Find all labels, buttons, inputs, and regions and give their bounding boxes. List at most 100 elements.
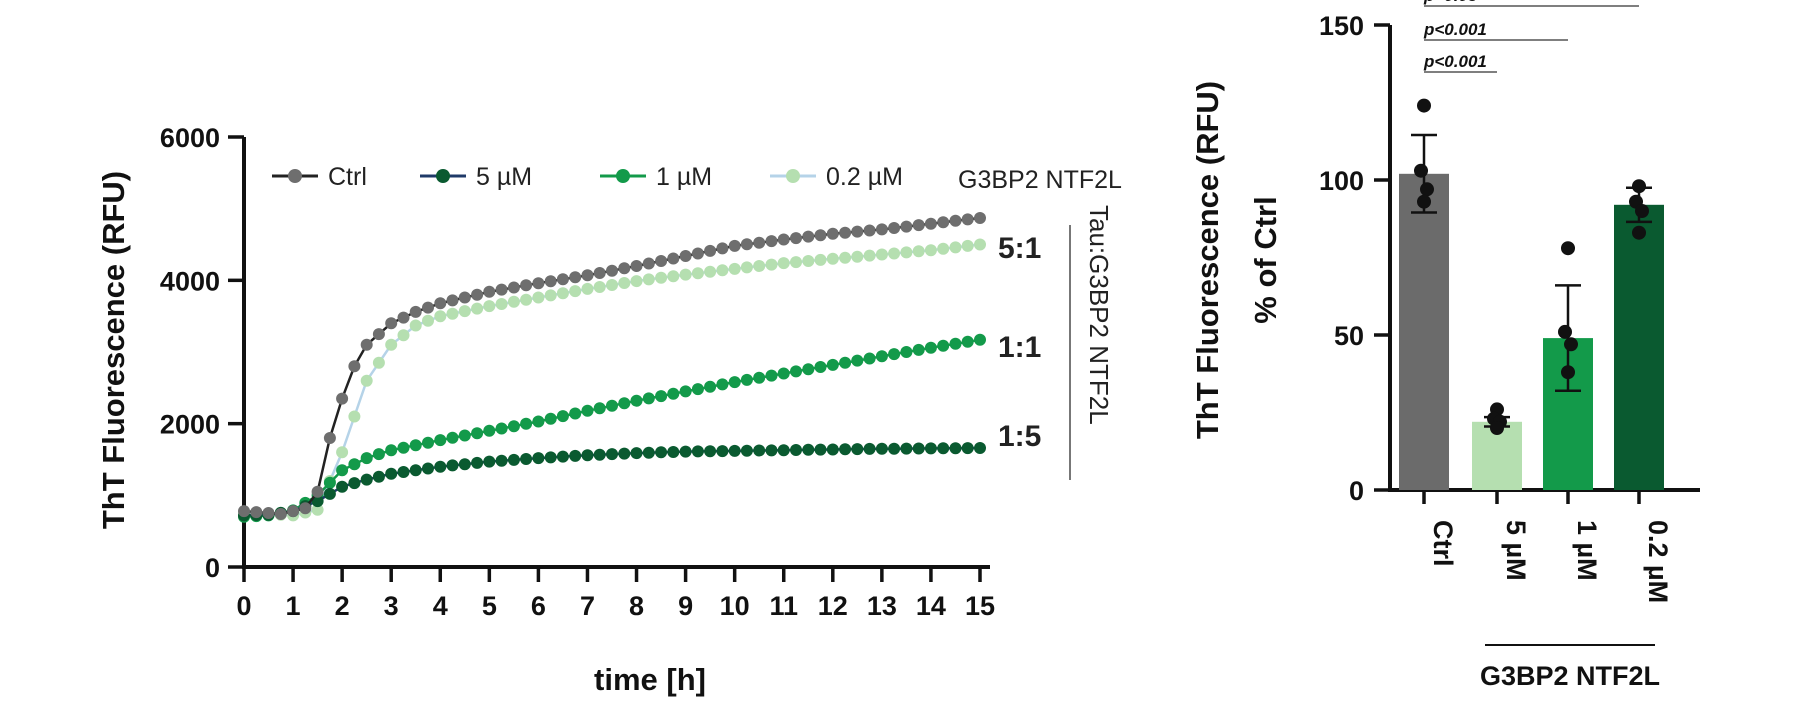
legend-item-ctrl: Ctrl xyxy=(272,163,367,191)
bar-x-tick-label: 5 µM xyxy=(1501,520,1531,581)
pvalue-annotation: p<0.05 xyxy=(1423,0,1639,7)
data-point-1-m xyxy=(949,337,962,350)
data-point-0-2-m xyxy=(507,295,520,308)
line-x-tick-label: 10 xyxy=(720,591,750,621)
data-point-0-2-m xyxy=(385,338,398,351)
data-point-ctrl xyxy=(912,219,925,232)
data-point-1-m xyxy=(593,402,606,415)
data-point-1-m xyxy=(385,444,398,457)
data-point-ctrl xyxy=(409,305,422,318)
data-point-5-m xyxy=(422,462,434,475)
line-x-tick-label: 3 xyxy=(384,591,399,621)
replicate-point xyxy=(1632,225,1646,240)
data-point-ctrl xyxy=(716,242,729,255)
data-point-ctrl xyxy=(336,392,349,405)
bar-y-tick-label: 50 xyxy=(1334,321,1364,351)
data-point-ctrl xyxy=(569,271,582,284)
data-point-1-m xyxy=(422,436,434,449)
pvalue-label: p<0.05 xyxy=(1423,0,1478,5)
data-point-1-m xyxy=(691,383,704,396)
data-point-ctrl xyxy=(740,238,753,251)
data-point-ctrl xyxy=(826,227,839,240)
data-point-0-2-m xyxy=(409,319,422,332)
data-point-0-2-m xyxy=(924,244,937,257)
line-y-ticks: 0 2000 4000 6000 xyxy=(160,123,244,583)
line-x-ticks: 0 1 2 3 4 5 6 7 8 9 10 11 12 13 14 15 xyxy=(236,567,995,621)
replicate-point xyxy=(1561,241,1575,256)
data-point-0-2-m xyxy=(655,271,668,284)
line-x-tick-label: 5 xyxy=(482,591,497,621)
line-x-tick-label: 11 xyxy=(769,591,798,621)
bar-y-tick-label: 150 xyxy=(1319,11,1364,41)
line-x-tick-label: 15 xyxy=(965,591,995,621)
bar-x-ticks: Ctrl 5 µM 1 µM 0.2 µM xyxy=(1422,490,1673,603)
line-y-tick-label: 6000 xyxy=(160,123,220,153)
data-point-1-m xyxy=(753,371,766,384)
data-point-ctrl xyxy=(556,273,569,286)
data-point-5-m xyxy=(630,447,643,460)
data-point-5-m xyxy=(802,443,815,456)
data-point-0-2-m xyxy=(336,446,349,459)
data-point-1-m xyxy=(495,422,508,435)
data-point-0-2-m xyxy=(716,264,729,277)
data-point-5-m xyxy=(311,495,324,508)
data-point-1-m xyxy=(397,441,410,454)
data-point-5-m xyxy=(839,443,852,456)
data-point-ctrl xyxy=(839,226,852,239)
data-point-5-m xyxy=(826,443,839,456)
data-point-5-m xyxy=(593,448,606,461)
data-point-1-m xyxy=(372,448,385,461)
data-point-1-m xyxy=(679,385,692,398)
data-point-ctrl xyxy=(593,267,606,279)
data-point-5-m xyxy=(888,442,901,455)
data-point-0-2-m xyxy=(606,279,618,291)
legend-swatch-marker xyxy=(616,169,630,183)
legend-item-5-m: 5 µM xyxy=(420,163,532,191)
line-series-group xyxy=(238,212,986,523)
data-point-1-m xyxy=(961,335,974,348)
data-point-1-m xyxy=(790,365,802,378)
data-point-5-m xyxy=(618,447,631,460)
bar-y-tick-label: 0 xyxy=(1349,476,1364,506)
data-point-0-2-m xyxy=(875,248,888,261)
data-point-1-m xyxy=(606,399,618,412)
data-point-5-m xyxy=(900,442,913,455)
data-point-0-2-m xyxy=(790,256,802,269)
legend-swatch-marker xyxy=(786,169,800,183)
data-point-5-m xyxy=(851,443,864,456)
replicate-point xyxy=(1414,163,1428,178)
data-point-ctrl xyxy=(262,507,275,519)
data-point-1-m xyxy=(777,367,790,380)
data-point-5-m xyxy=(409,464,422,477)
data-point-0-2-m xyxy=(618,277,631,289)
data-point-0-2-m xyxy=(397,329,410,342)
line-x-tick-label: 0 xyxy=(236,591,251,621)
data-point-ctrl xyxy=(655,255,668,267)
data-point-ctrl xyxy=(642,257,655,270)
data-point-1-m xyxy=(507,420,520,433)
data-point-0-2-m xyxy=(691,267,704,280)
data-point-0-2-m xyxy=(434,310,447,323)
data-point-0-2-m xyxy=(311,503,324,516)
data-point-0-2-m xyxy=(372,356,385,369)
line-y-tick-label: 4000 xyxy=(160,266,220,296)
data-point-0-2-m xyxy=(360,374,373,387)
series-ctrl xyxy=(238,212,986,520)
data-point-5-m xyxy=(961,442,974,455)
line-x-tick-label: 6 xyxy=(531,591,546,621)
data-point-0-2-m xyxy=(765,258,778,271)
data-point-0-2-m xyxy=(937,242,950,255)
data-point-5-m xyxy=(655,446,668,459)
data-point-0-2-m xyxy=(826,252,839,265)
data-point-0-2-m xyxy=(471,302,484,315)
ratio-label: 1:5 xyxy=(998,420,1041,453)
data-point-1-m xyxy=(728,376,741,389)
data-point-5-m xyxy=(495,454,508,467)
data-point-ctrl xyxy=(888,222,901,234)
data-point-0-2-m xyxy=(581,282,594,295)
data-point-5-m xyxy=(679,445,692,458)
data-point-ctrl xyxy=(961,213,974,226)
data-point-ctrl xyxy=(875,223,888,236)
data-point-ctrl xyxy=(753,236,766,249)
